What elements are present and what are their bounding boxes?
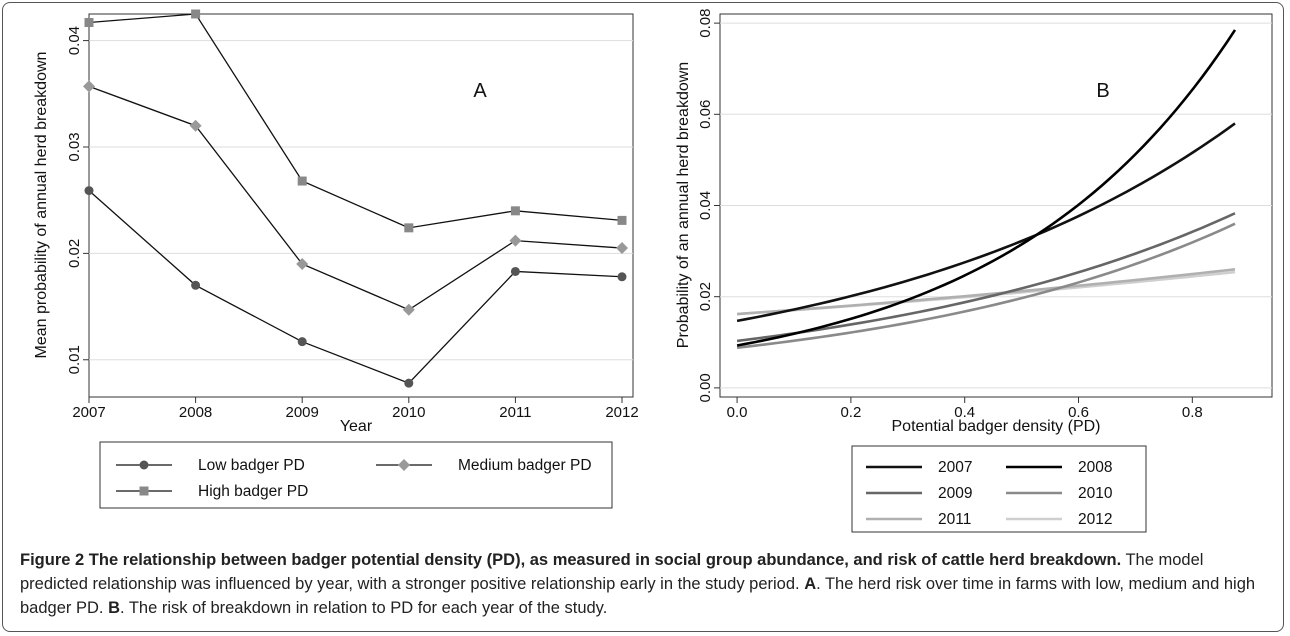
panel-b-x-tick-label: 0.2 — [840, 404, 861, 421]
panel-a-y-tick-label: 0.02 — [66, 239, 83, 268]
panel-a-series-line — [88, 190, 623, 384]
panel-b-label: B — [1096, 80, 1109, 102]
legend-a-marker — [139, 460, 149, 470]
panel-a-data-point — [191, 9, 201, 19]
panel-b-series-line-2009 — [736, 212, 1236, 343]
panel-b-x-tick-label: 0.0 — [727, 404, 748, 421]
panel-a-y-tick-label: 0.04 — [66, 26, 83, 55]
caption-body-3: . The risk of breakdown in relation to P… — [119, 599, 608, 617]
caption-title: The relationship between badger potentia… — [88, 551, 1122, 569]
panel-a-data-point — [189, 119, 202, 132]
legend-a-marker — [398, 459, 410, 471]
panel-b-y-tick-label: 0.02 — [697, 282, 714, 311]
panel-b: 0.00 0.02 0.04 0.06 0.08 0.0 0.2 0.4 0.6 0.8 B Po… — [675, 9, 1273, 533]
legend-b-label: 2007 — [938, 459, 972, 476]
legend-a-label: Medium badger PD — [458, 457, 592, 474]
panel-a-series-line — [88, 85, 623, 311]
panel-a-data-point — [297, 337, 307, 347]
caption-figure-label: Figure 2 — [20, 551, 85, 569]
panel-a-data-point — [510, 206, 520, 216]
figure-panels: 0.01 0.02 0.03 0.04 2007 2008 2009 2010 2011 2012… — [33, 9, 1273, 533]
panel-a-data-point — [402, 303, 415, 316]
panel-a-x-tick-label: 2007 — [72, 404, 105, 421]
panel-a-data-point — [404, 378, 414, 388]
figure-caption: Figure 2 The relationship between badger… — [20, 548, 1275, 620]
caption-body-2: . The herd risk over time in farms with … — [20, 575, 1256, 617]
legend-a-label: Low badger PD — [198, 457, 305, 474]
panel-a-data-point — [297, 176, 307, 186]
panel-a-y-tick-label: 0.01 — [66, 345, 83, 374]
panel-a-x-tick-label: 2008 — [179, 404, 212, 421]
legend-b-label: 2010 — [1078, 485, 1113, 502]
panel-b-series-line-2007 — [736, 122, 1236, 323]
panel-a-data-point — [296, 258, 309, 271]
panel-b-y-axis-label: Probability of an annual herd breakdown — [675, 62, 692, 348]
panel-a-data-point — [84, 186, 94, 196]
legend-b-label: 2009 — [938, 485, 972, 502]
panel-a-plot-area — [88, 13, 634, 398]
legend-b-label: 2008 — [1078, 459, 1112, 476]
panel-a-x-tick-label: 2010 — [392, 404, 425, 421]
panel-b-x-axis-label: Potential badger density (PD) — [892, 418, 1101, 435]
panel-b-y-tick-label: 0.00 — [697, 373, 714, 402]
panel-b-y-tick-label: 0.04 — [697, 191, 714, 220]
panel-a-data-point — [616, 242, 628, 255]
panel-a-data-point — [84, 18, 94, 28]
panel-b-x-tick-label: 0.6 — [1068, 404, 1089, 421]
panel-a-label: A — [473, 80, 487, 102]
caption-label-b: B — [108, 599, 120, 617]
legend-b-label: 2011 — [938, 511, 971, 528]
panel-b-x-tick-label: 0.8 — [1182, 404, 1203, 421]
panel-a-data-point — [404, 223, 414, 233]
panel-a-data-point — [510, 266, 520, 276]
panel-b-series-line-2010 — [736, 222, 1236, 350]
panel-a-x-axis-label: Year — [340, 418, 373, 435]
panel-a-y-axis-label: Mean probability of annual herd breakdow… — [33, 52, 50, 359]
panel-a-x-tick-label: 2011 — [499, 404, 531, 421]
panel-a: 0.01 0.02 0.03 0.04 2007 2008 2009 2010 2011 2012… — [33, 9, 639, 509]
panel-a-y-tick-label: 0.03 — [66, 132, 83, 161]
caption-body-1: The model predicted relationship was inf… — [20, 551, 1204, 593]
panel-b-y-tick-label: 0.08 — [697, 9, 714, 38]
panel-a-series-line — [88, 13, 623, 229]
panel-a-data-point — [617, 215, 627, 225]
panel-a-data-point — [83, 80, 95, 93]
legend-b-label: 2012 — [1078, 511, 1112, 528]
panel-a-x-tick-label: 2012 — [605, 404, 638, 421]
panel-a-legend: Low badger PD Medium badger PD High badger… — [99, 441, 613, 509]
panel-a-data-point — [617, 272, 627, 282]
panel-a-data-point — [509, 234, 522, 247]
panel-a-x-tick-label: 2009 — [286, 404, 319, 421]
panel-b-legend: 2007 2008 2009 2010 2011 2012 — [851, 445, 1147, 533]
panel-b-x-tick-label: 0.4 — [954, 404, 975, 421]
caption-label-a: A — [804, 575, 817, 593]
panel-a-data-point — [191, 280, 201, 290]
panel-b-series-line-2011 — [736, 268, 1236, 316]
legend-a-marker — [139, 486, 149, 496]
panel-b-y-tick-label: 0.06 — [697, 100, 714, 129]
panel-b-series-line-2008 — [736, 29, 1237, 347]
legend-a-label: High badger PD — [198, 483, 308, 500]
